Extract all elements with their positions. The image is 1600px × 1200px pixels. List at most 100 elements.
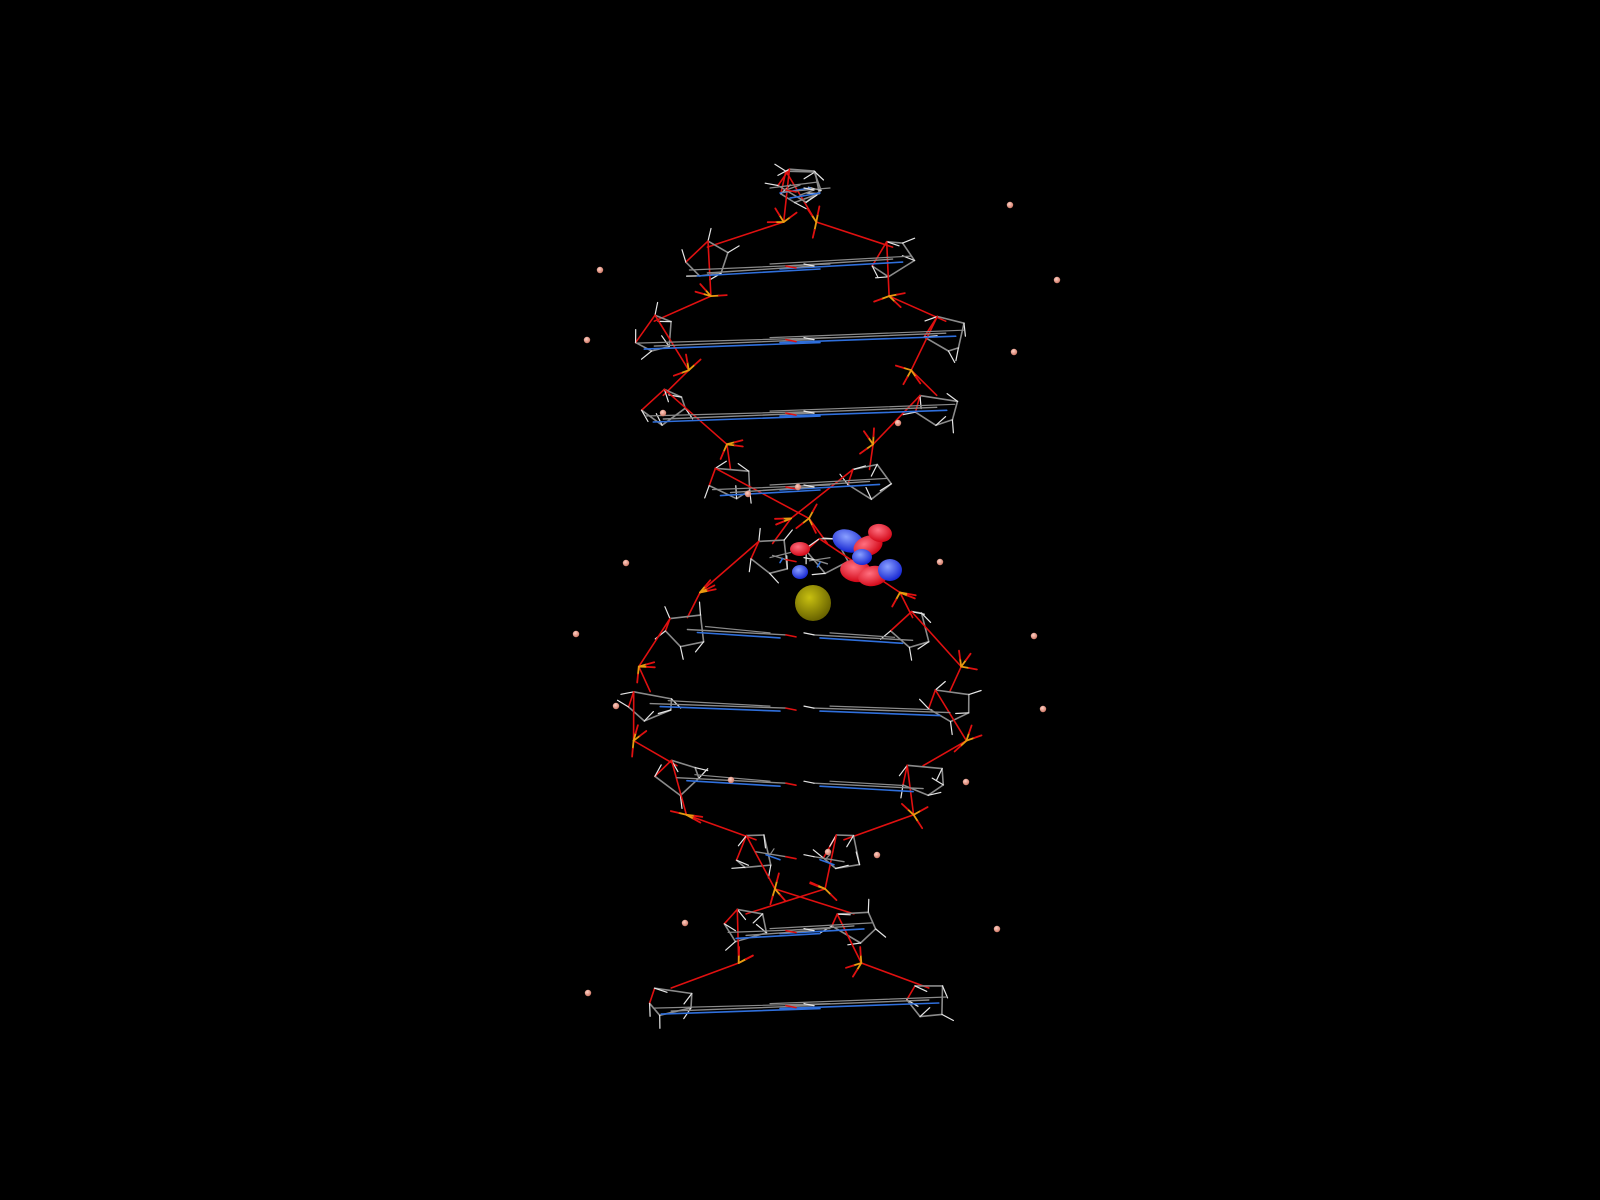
- hydrogen-bond: [763, 834, 767, 849]
- phosphate-oxygen-bond: [639, 730, 648, 737]
- phosphate-oxygen-bond: [845, 964, 855, 969]
- phosphate-oxygen-bond: [872, 427, 875, 438]
- phosphodiester-bond: [653, 295, 712, 323]
- phosphate-oxygen-bond: [901, 803, 909, 811]
- base-bond: [813, 707, 951, 714]
- base-bond: [706, 265, 815, 274]
- hydrogen-bond: [803, 632, 815, 636]
- hydrogen-bond: [777, 168, 791, 176]
- hydrogen-bond: [640, 350, 653, 360]
- hydrogen-bond: [620, 691, 635, 695]
- phosphate-oxygen-bond: [672, 372, 683, 377]
- base-bond: [813, 634, 914, 641]
- sugar-ring-bond: [906, 764, 943, 770]
- base-nitrogen-bond: [696, 268, 821, 277]
- sugar-ring-bond: [684, 240, 709, 263]
- phosphate-oxygen-bond: [906, 594, 916, 600]
- phosphate-bond: [902, 366, 913, 372]
- hydrogen-bond: [723, 923, 737, 932]
- phosphate-bond: [686, 361, 690, 372]
- base-bond: [644, 410, 831, 417]
- hydrogen-bond: [681, 249, 687, 263]
- sugar-ring-bond: [777, 168, 791, 187]
- hydrogen-bond: [955, 347, 960, 362]
- hydrogen-bond: [758, 527, 761, 543]
- hydrogen-bond: [886, 241, 900, 247]
- hydrogen-bond: [735, 859, 750, 866]
- phosphate-oxygen-bond: [636, 673, 639, 684]
- hydrogen-bond: [805, 194, 818, 203]
- hydrogen-bond: [924, 315, 938, 322]
- counterion-sphere: [1006, 201, 1014, 209]
- sugar-ring-bond: [744, 864, 772, 869]
- counterion-sphere: [744, 490, 752, 498]
- sugar-ring-bond: [757, 539, 785, 543]
- hydrogen-bond: [963, 322, 967, 337]
- phosphodiester-bond: [745, 888, 826, 915]
- phosphate-bond: [704, 289, 712, 298]
- hydrogen-bond: [786, 555, 788, 570]
- sugar-ring-bond: [745, 834, 765, 837]
- sugar-ring-bond: [714, 467, 750, 473]
- sugar-ring-bond: [885, 240, 904, 244]
- hydrogen-bond: [803, 556, 815, 561]
- sugar-ring-bond: [935, 418, 954, 427]
- counterion-sphere: [962, 778, 970, 786]
- phosphate-oxygen-bond: [670, 810, 680, 814]
- hydrogen-bond: [803, 705, 815, 709]
- sugar-ring-bond: [768, 567, 789, 575]
- orbital-negative-lobe: [878, 559, 902, 581]
- phosphate-oxygen-bond: [685, 353, 689, 364]
- phosphate-oxygen-bond: [699, 283, 707, 292]
- hydrogen-bond: [803, 337, 815, 341]
- phosphate-bond: [906, 808, 915, 816]
- sugar-ring-bond: [723, 908, 739, 925]
- hydrogen-bond: [934, 680, 946, 691]
- phosphate-bond: [632, 734, 641, 742]
- base-oxygen-bond: [785, 265, 797, 269]
- hydrogen-bond: [879, 483, 892, 492]
- phosphate-oxygen-bond: [891, 598, 897, 608]
- phosphate-oxygen-bond: [718, 294, 728, 297]
- base-bond: [769, 848, 775, 856]
- phosphate-bond: [680, 369, 690, 374]
- phosphate-oxygen-bond: [692, 817, 702, 824]
- base-nitrogen-bond: [779, 1002, 940, 1010]
- sugar-ring-bond: [902, 784, 929, 797]
- sugar-ring-bond: [889, 610, 913, 632]
- phosphate-bond: [782, 216, 792, 223]
- phosphodiester-bond: [790, 468, 854, 520]
- hydrogen-bond: [616, 699, 630, 708]
- hydrogen-bond: [917, 641, 930, 650]
- base-nitrogen-bond: [659, 705, 781, 712]
- phosphate-oxygen-bond: [968, 724, 973, 734]
- phosphate-bond: [912, 813, 919, 823]
- counterion-sphere: [1039, 705, 1047, 713]
- hydrogen-bond: [704, 485, 710, 499]
- phosphate-oxygen-bond: [693, 358, 702, 366]
- counterion-sphere: [727, 776, 735, 784]
- phosphate-bond: [771, 888, 776, 898]
- hydrogen-bond: [803, 263, 815, 267]
- sugar-ring-bond: [905, 998, 921, 1018]
- sugar-ring-bond: [690, 992, 693, 1009]
- hydrogen-bond: [834, 864, 849, 870]
- phosphate-oxygen-bond: [693, 814, 704, 818]
- sugar-ring-bond: [664, 630, 682, 648]
- phosphate-bond: [888, 295, 896, 303]
- phosphate-bond: [895, 591, 901, 601]
- hydrogen-bond: [803, 1002, 815, 1007]
- sugar-ring-bond: [813, 170, 822, 192]
- phosphate-oxygen-bond: [789, 211, 798, 219]
- phosphodiester-bond: [872, 394, 921, 446]
- phosphate-bond: [959, 657, 963, 668]
- phosphate-bond: [637, 665, 640, 676]
- phosphate-oxygen-bond: [811, 503, 818, 513]
- hydrogen-bond: [684, 407, 694, 420]
- hydrogen-bond: [653, 987, 668, 993]
- orbital-isosurface-layer: [790, 523, 902, 587]
- hydrogen-bond: [812, 849, 825, 859]
- hydrogen-bond: [727, 245, 740, 254]
